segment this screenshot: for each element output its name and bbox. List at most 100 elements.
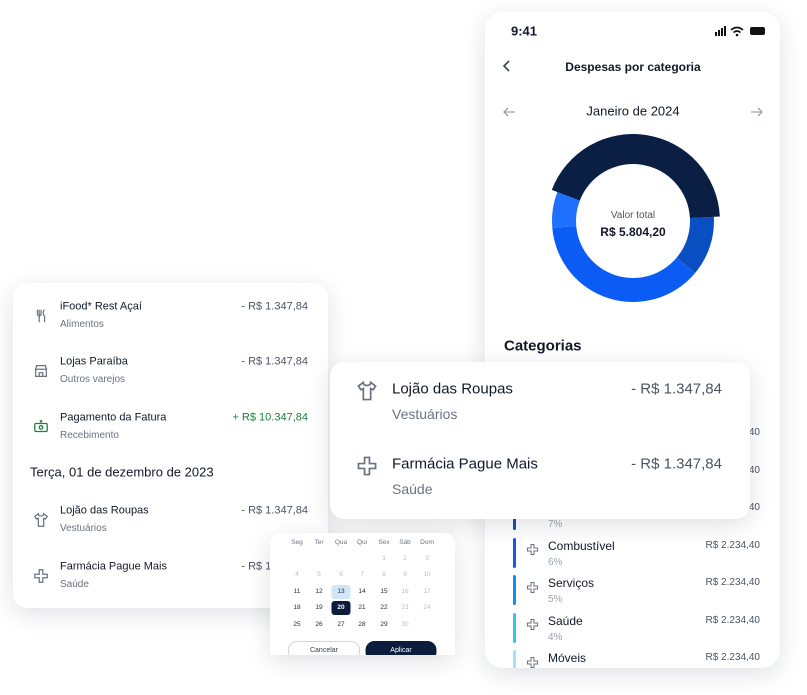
transaction-category: Outros varejos bbox=[60, 374, 126, 385]
apply-button[interactable]: Aplicar bbox=[365, 641, 437, 655]
donut-total: R$ 5.804,20 bbox=[600, 225, 666, 239]
category-percent: 7% bbox=[548, 519, 563, 530]
category-name: Combustível bbox=[548, 538, 615, 553]
transaction-amount: - R$ 1.347,84 bbox=[241, 300, 308, 313]
transaction-category: Vestuários bbox=[392, 406, 458, 422]
calendar-day[interactable]: 11 bbox=[293, 588, 301, 595]
transaction-name: Farmácia Pague Mais bbox=[392, 455, 538, 473]
category-bar bbox=[513, 650, 516, 668]
donut-segment bbox=[676, 216, 714, 274]
calendar-day[interactable]: 15 bbox=[380, 588, 388, 595]
calendar-day[interactable]: 7 bbox=[360, 571, 364, 578]
weekday: Ter bbox=[314, 538, 324, 546]
transaction-name: Farmácia Pague Mais bbox=[60, 560, 167, 573]
calendar-day[interactable]: 30 bbox=[401, 621, 409, 628]
category-bar bbox=[513, 537, 516, 568]
transaction-category: Saúde bbox=[60, 579, 89, 590]
weekday: Sáb bbox=[399, 538, 411, 546]
category-amount: R$ 2.234,40 bbox=[705, 577, 761, 588]
transaction-amount: - R$ 1.347,84 bbox=[241, 504, 308, 517]
calendar-day[interactable]: 6 bbox=[339, 571, 343, 578]
calendar-day[interactable]: 26 bbox=[315, 621, 323, 628]
calendar-day[interactable]: 16 bbox=[401, 588, 409, 595]
calendar-day[interactable]: 4 bbox=[295, 571, 299, 578]
shirt-icon bbox=[357, 380, 377, 401]
transaction-name: Lojas Paraíba bbox=[60, 355, 128, 368]
next-month[interactable] bbox=[750, 106, 764, 118]
weekday: Qui bbox=[356, 538, 368, 546]
plus-icon bbox=[526, 543, 538, 556]
weekday: Seg bbox=[291, 538, 303, 546]
date-header: Terça, 01 de dezembro de 2023 bbox=[30, 464, 214, 480]
store-icon bbox=[34, 365, 48, 377]
date-picker: Cancelar Aplicar Seg Ter Qua Qui Sex Sáb Dom 1 2… bbox=[270, 533, 455, 655]
category-bar bbox=[513, 575, 516, 605]
category-amount: R$ 2.234,40 bbox=[705, 614, 761, 626]
calendar-day[interactable]: 19 bbox=[315, 604, 323, 611]
transaction-category: Saúde bbox=[392, 481, 433, 497]
calendar-day[interactable]: 23 bbox=[401, 604, 409, 611]
calendar-day[interactable]: 10 bbox=[423, 571, 431, 578]
calendar-day[interactable]: 8 bbox=[382, 571, 386, 578]
calendar-day[interactable]: 29 bbox=[380, 621, 388, 628]
calendar-day[interactable]: 27 bbox=[337, 621, 345, 628]
section-heading: Categorias bbox=[504, 337, 582, 355]
calendar-day[interactable]: 25 bbox=[293, 621, 301, 628]
category-amount: R$ 2.234,40 bbox=[705, 539, 761, 551]
status-time: 9:41 bbox=[511, 23, 538, 39]
category-name: Serviços bbox=[548, 576, 595, 590]
status-icons bbox=[715, 26, 765, 37]
donut-label: Valor total bbox=[610, 210, 656, 221]
calendar-day[interactable]: 22 bbox=[380, 604, 388, 611]
category-percent: 5% bbox=[548, 594, 563, 605]
plus-icon bbox=[526, 656, 538, 668]
transaction-category: Vestuários bbox=[60, 523, 107, 534]
weekday: Sex bbox=[378, 538, 390, 546]
category-name: Móveis bbox=[548, 651, 587, 665]
calendar-day[interactable]: 24 bbox=[423, 604, 431, 611]
fork-icon bbox=[36, 309, 46, 323]
transaction-name: Pagamento da Fatura bbox=[60, 411, 167, 424]
category-percent: 4% bbox=[548, 631, 563, 643]
calendar-day[interactable]: 12 bbox=[315, 588, 323, 595]
calendar-day[interactable]: 3 bbox=[425, 555, 429, 562]
category-bar bbox=[513, 612, 516, 643]
donut-segment bbox=[551, 134, 720, 219]
transaction-name: Lojão das Roupas bbox=[60, 504, 149, 517]
weekday: Qua bbox=[334, 538, 348, 546]
calendar-day[interactable]: 5 bbox=[317, 571, 321, 578]
prev-month[interactable] bbox=[502, 106, 516, 118]
transaction-amount: - R$ 1.347,84 bbox=[241, 355, 308, 368]
transaction-category: Recebimento bbox=[60, 430, 119, 441]
plus-icon bbox=[357, 456, 377, 476]
calendar-day[interactable]: 2 bbox=[403, 555, 407, 562]
calendar-day[interactable]: 18 bbox=[293, 604, 301, 611]
transactions-card-large: Lojão das Roupas Vestuários - R$ 1.347,84 F… bbox=[330, 362, 750, 519]
weekday: Dom bbox=[420, 538, 434, 546]
calendar-day[interactable]: 17 bbox=[423, 588, 431, 595]
donut-chart bbox=[551, 134, 720, 302]
cancel-button[interactable]: Cancelar bbox=[288, 641, 360, 655]
phone: 9:41 Despesas por categoria Janeiro de 2… bbox=[485, 12, 780, 668]
month-label: Janeiro de 2024 bbox=[586, 103, 680, 119]
cash-icon bbox=[34, 419, 48, 433]
shirt-icon bbox=[33, 512, 49, 527]
plus-icon bbox=[526, 581, 538, 593]
category-percent: 6% bbox=[548, 556, 563, 568]
calendar-day[interactable]: 1 bbox=[382, 555, 386, 562]
screen-title: Despesas por categoria bbox=[565, 60, 701, 74]
calendar-day[interactable]: 28 bbox=[358, 621, 366, 628]
calendar-day[interactable]: 21 bbox=[358, 604, 366, 611]
calendar-day[interactable]: 14 bbox=[358, 588, 366, 595]
calendar-day[interactable]: 13 bbox=[331, 585, 351, 599]
calendar-day[interactable]: 9 bbox=[403, 571, 407, 578]
plus-icon bbox=[526, 618, 538, 631]
transaction-name: iFood* Rest Açaí bbox=[60, 300, 142, 313]
donut-segment bbox=[552, 225, 696, 302]
calendar-day[interactable]: 20 bbox=[331, 601, 351, 615]
transaction-amount: - R$ 1.347,84 bbox=[631, 380, 722, 398]
transaction-category: Alimentos bbox=[60, 319, 104, 330]
category-name: Saúde bbox=[548, 613, 583, 628]
back-button[interactable] bbox=[502, 60, 512, 72]
